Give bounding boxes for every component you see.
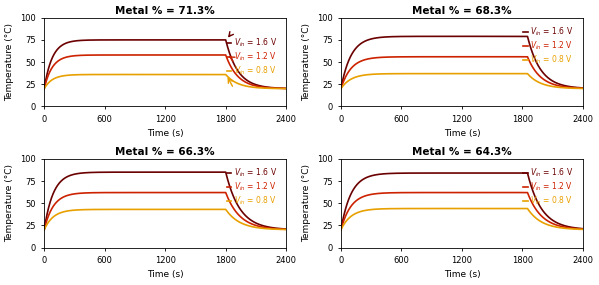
X-axis label: Time (s): Time (s) bbox=[444, 270, 480, 280]
X-axis label: Time (s): Time (s) bbox=[147, 270, 183, 280]
X-axis label: Time (s): Time (s) bbox=[444, 129, 480, 138]
Title: Metal % = 66.3%: Metal % = 66.3% bbox=[116, 147, 215, 157]
Legend: $V_{in}$ = 1.6 V, $V_{in}$ = 1.2 V, $V_{in}$ = 0.8 V: $V_{in}$ = 1.6 V, $V_{in}$ = 1.2 V, $V_{… bbox=[521, 23, 577, 69]
Title: Metal % = 68.3%: Metal % = 68.3% bbox=[412, 5, 512, 16]
Legend: $V_{in}$ = 1.6 V, $V_{in}$ = 1.2 V, $V_{in}$ = 0.8 V: $V_{in}$ = 1.6 V, $V_{in}$ = 1.2 V, $V_{… bbox=[521, 164, 577, 210]
Title: Metal % = 64.3%: Metal % = 64.3% bbox=[412, 147, 512, 157]
Y-axis label: Temperature (°C): Temperature (°C) bbox=[302, 164, 311, 242]
Y-axis label: Temperature (°C): Temperature (°C) bbox=[5, 164, 14, 242]
Y-axis label: Temperature (°C): Temperature (°C) bbox=[302, 23, 311, 101]
X-axis label: Time (s): Time (s) bbox=[147, 129, 183, 138]
Legend: $V_{in}$ = 1.6 V, $V_{in}$ = 1.2 V, $V_{in}$ = 0.8 V: $V_{in}$ = 1.6 V, $V_{in}$ = 1.2 V, $V_{… bbox=[223, 34, 280, 80]
Y-axis label: Temperature (°C): Temperature (°C) bbox=[5, 23, 14, 101]
Title: Metal % = 71.3%: Metal % = 71.3% bbox=[116, 5, 215, 16]
Legend: $V_{in}$ = 1.6 V, $V_{in}$ = 1.2 V, $V_{in}$ = 0.8 V: $V_{in}$ = 1.6 V, $V_{in}$ = 1.2 V, $V_{… bbox=[223, 164, 280, 210]
